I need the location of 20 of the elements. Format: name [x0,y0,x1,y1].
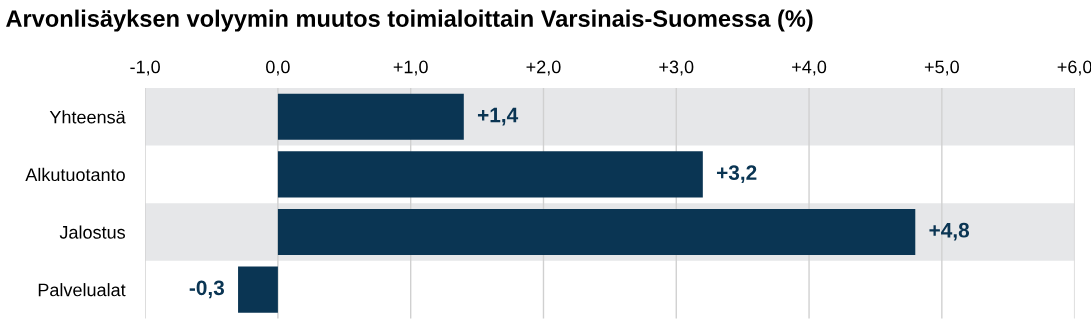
x-tick-label: +5,0 [924,60,959,76]
data-label: +4,8 [929,222,970,241]
data-label: +1,4 [477,107,519,126]
x-tick-label: -1,0 [130,60,160,76]
y-tick-label: Palvelualat [38,283,126,297]
bar [238,266,278,313]
bar [277,93,464,140]
x-tick-label: 0,0 [266,60,290,76]
x-tick-label: +4,0 [792,60,827,76]
y-tick-label: Alkutuotanto [25,167,125,182]
x-tick-label: +2,0 [526,60,561,76]
chart-title: Arvonlisäyksen volyymin muutos toimialoittain Varsinais-Suomessa (%) [6,9,813,32]
x-tick-label: +1,0 [393,60,428,76]
x-tick-label: +6,0 [1057,60,1091,76]
y-tick-label: Yhteensä [49,110,126,124]
bar [277,151,703,198]
x-tick-label: +3,0 [659,60,694,76]
data-label: +3,2 [716,165,757,184]
data-label: -0,3 [189,280,225,299]
y-tick-label: Jalostus [59,225,126,239]
